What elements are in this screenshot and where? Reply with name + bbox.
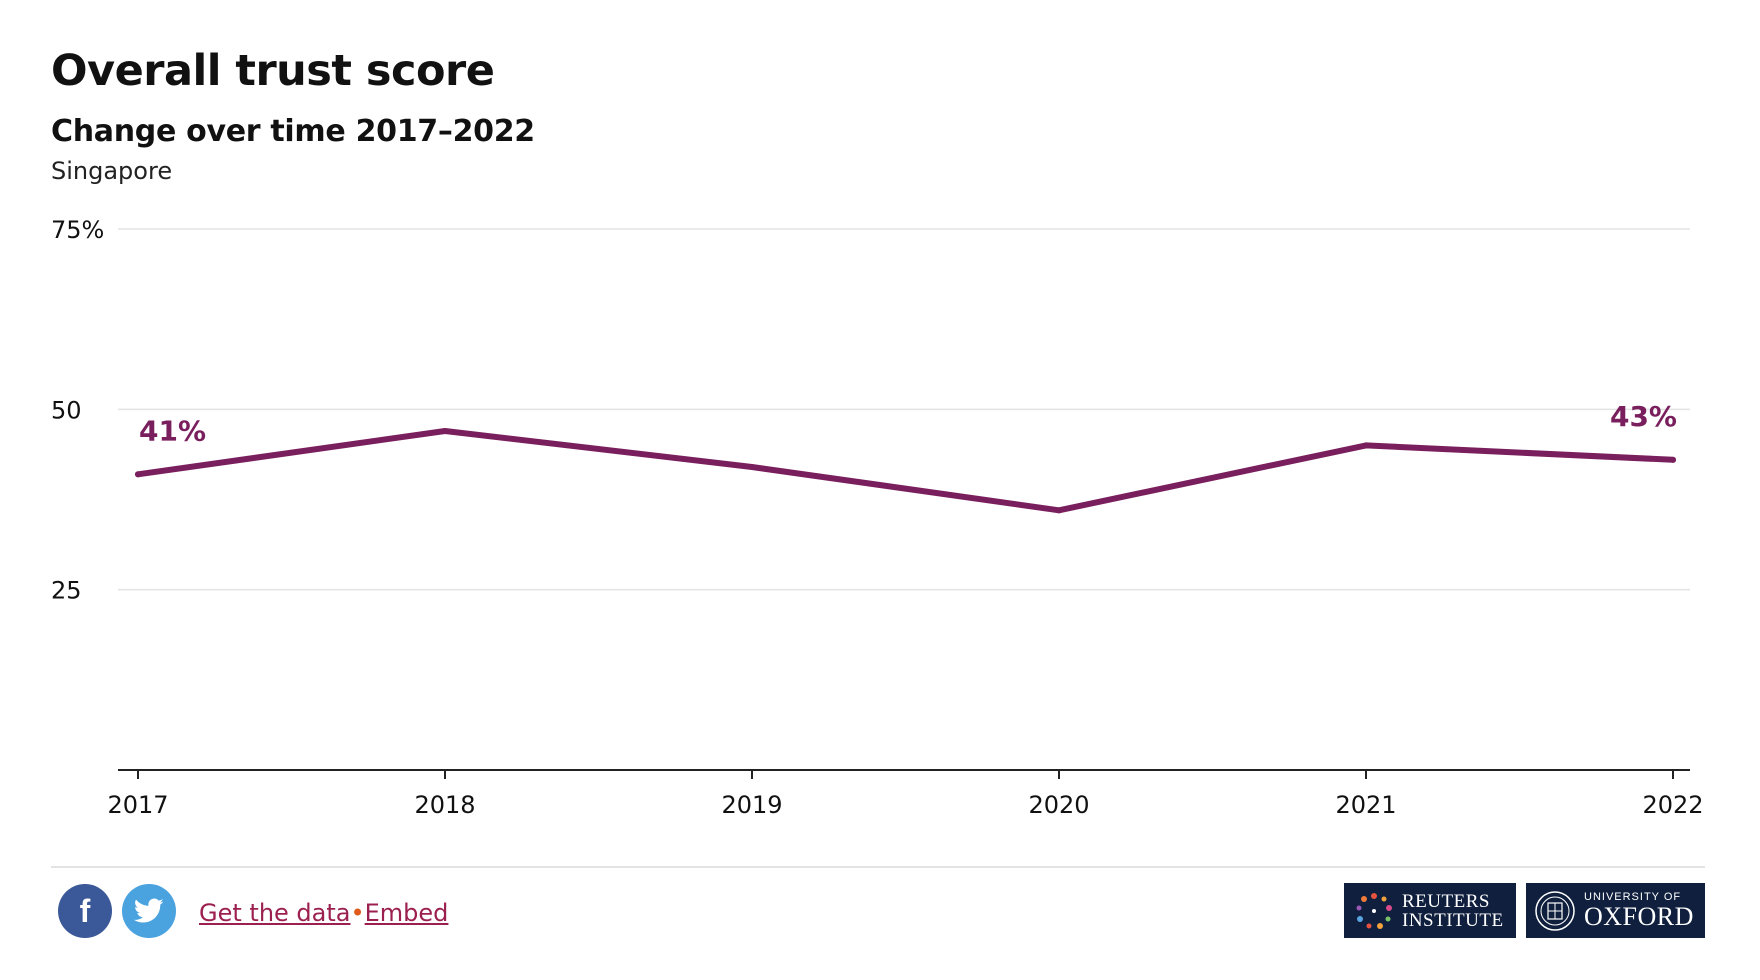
facebook-icon: f	[79, 892, 91, 929]
data-point	[749, 464, 755, 471]
oxford-logo-line2: OXFORD	[1584, 902, 1694, 931]
link-separator: •	[350, 899, 365, 927]
data-point	[1363, 442, 1369, 449]
x-tick-label: 2020	[1028, 791, 1089, 819]
trust-score-line	[135, 428, 1676, 514]
line-chart: 25 50 75% 2017 2018 2019 2020 2021 2022 41% 43%	[51, 216, 1704, 819]
x-tick-label: 2022	[1642, 791, 1703, 819]
y-tick-label: 25	[51, 577, 82, 605]
data-point	[1670, 456, 1676, 463]
chart-location-label: Singapore	[51, 157, 173, 185]
x-tick-label: 2018	[414, 791, 475, 819]
reuters-institute-logo[interactable]: REUTERS INSTITUTE	[1344, 883, 1516, 938]
reuters-logo-line1: REUTERS	[1402, 890, 1490, 912]
data-label: 41%	[139, 414, 206, 447]
data-point	[1056, 507, 1062, 514]
twitter-share-button[interactable]	[122, 884, 176, 938]
data-point	[135, 471, 141, 478]
data-label: 43%	[1610, 400, 1677, 433]
footer-divider	[51, 866, 1705, 868]
x-tick-label: 2017	[107, 791, 168, 819]
x-tick-label: 2019	[721, 791, 782, 819]
footer-links: Get the data•Embed	[199, 899, 448, 927]
y-tick-label: 50	[51, 396, 82, 424]
facebook-share-button[interactable]: f	[58, 884, 112, 938]
oxford-crest-icon	[1535, 890, 1575, 931]
chart-subtitle: Change over time 2017–2022	[51, 114, 535, 149]
reuters-logo-line2: INSTITUTE	[1402, 909, 1504, 931]
chart-title: Overall trust score	[51, 46, 495, 96]
university-of-oxford-logo[interactable]: UNIVERSITY OF OXFORD	[1526, 883, 1705, 938]
embed-link[interactable]: Embed	[364, 899, 449, 927]
y-tick-label: 75%	[51, 216, 104, 244]
x-tick-label: 2021	[1335, 791, 1396, 819]
data-point	[442, 427, 448, 434]
oxford-logo-line1: UNIVERSITY OF	[1584, 891, 1682, 903]
get-the-data-link[interactable]: Get the data	[199, 899, 351, 927]
twitter-icon	[134, 898, 164, 923]
reuters-dots-icon	[1356, 892, 1392, 929]
